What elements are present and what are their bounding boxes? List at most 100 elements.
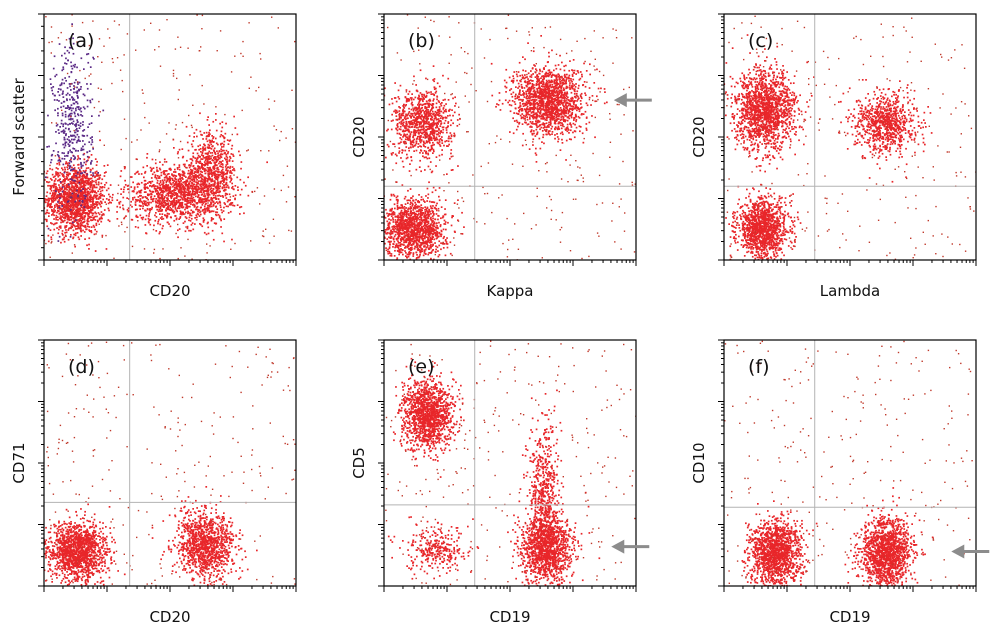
event-dot: [62, 197, 65, 200]
event-dot: [413, 119, 416, 122]
event-dot: [71, 177, 73, 179]
event-dot: [405, 100, 408, 103]
event-dot: [191, 145, 194, 148]
event-dot: [192, 196, 195, 199]
event-dot: [52, 213, 54, 215]
event-dot: [66, 184, 68, 186]
event-dot: [57, 112, 59, 114]
event-dot: [102, 109, 105, 112]
event-dot: [170, 196, 173, 198]
event-dot: [72, 180, 75, 183]
event-dot: [424, 136, 427, 139]
event-dot: [165, 189, 167, 191]
event-dot: [426, 122, 429, 125]
event-dot: [58, 186, 61, 188]
event-dot: [76, 158, 79, 161]
event-dot: [177, 157, 180, 159]
event-dot: [78, 220, 80, 223]
event-dot: [178, 168, 181, 171]
event-dot: [68, 193, 71, 195]
event-dot: [183, 188, 186, 191]
event-dot: [177, 185, 180, 188]
event-dot: [158, 218, 160, 221]
event-dot: [84, 212, 87, 214]
event-dot: [72, 221, 74, 224]
event-dot: [148, 122, 150, 124]
event-dot: [78, 180, 80, 183]
event-dot: [60, 106, 62, 109]
event-dot: [53, 223, 55, 226]
event-dot: [168, 186, 171, 189]
event-dot: [83, 212, 86, 214]
event-dot: [55, 172, 57, 175]
event-dot: [76, 94, 79, 97]
event-dot: [212, 136, 215, 138]
event-dot: [153, 224, 155, 227]
event-dot: [78, 201, 81, 203]
event-dot: [56, 188, 58, 191]
event-dot: [86, 207, 89, 210]
event-dot: [148, 215, 150, 217]
event-dot: [132, 198, 134, 201]
event-dot: [63, 176, 65, 178]
event-dot: [196, 158, 198, 161]
event-dot: [437, 133, 439, 136]
event-dot: [173, 180, 176, 182]
event-dot: [49, 167, 51, 170]
event-dot: [80, 224, 83, 227]
event-dot: [74, 169, 76, 171]
event-dot: [169, 179, 172, 182]
event-dot: [52, 150, 55, 152]
event-dot: [449, 108, 451, 111]
event-dot: [83, 171, 86, 174]
event-dot: [99, 186, 102, 188]
event-dot: [199, 170, 202, 173]
event-dot: [74, 192, 77, 195]
event-dot: [81, 201, 84, 203]
event-dot: [225, 175, 228, 178]
event-dot: [168, 213, 170, 215]
event-dot: [199, 211, 201, 214]
event-dot: [82, 229, 84, 232]
event-dot: [95, 183, 98, 186]
event-dot: [67, 179, 70, 181]
event-dot: [80, 165, 83, 167]
event-dot: [177, 236, 179, 239]
event-dot: [240, 206, 243, 208]
event-dot: [214, 172, 216, 175]
event-dot: [86, 197, 89, 199]
event-dot: [195, 162, 198, 164]
event-dot: [144, 116, 146, 119]
event-dot: [69, 205, 71, 208]
event-dot: [51, 41, 53, 43]
event-dot: [63, 193, 66, 196]
event-dot: [161, 183, 164, 186]
event-dot: [409, 140, 412, 142]
event-dot: [212, 137, 214, 140]
event-dot: [64, 187, 66, 189]
event-dot: [154, 189, 157, 192]
event-dot: [196, 160, 199, 163]
event-dot: [188, 216, 191, 219]
event-dot: [42, 193, 44, 195]
event-dot: [175, 218, 178, 221]
event-dot: [422, 98, 424, 100]
event-dot: [51, 201, 53, 203]
event-dot: [196, 135, 198, 138]
event-dot: [207, 204, 209, 207]
event-dot: [419, 92, 422, 94]
event-dot: [66, 185, 69, 187]
event-dot: [183, 172, 186, 175]
event-dot: [135, 192, 138, 195]
event-dot: [75, 196, 78, 198]
event-dot: [229, 203, 231, 205]
event-dot: [215, 119, 217, 121]
event-dot: [163, 205, 165, 208]
event-dot: [49, 184, 51, 187]
event-dot: [57, 159, 60, 162]
event-dot: [189, 165, 192, 167]
event-dot: [68, 185, 71, 188]
event-dot: [403, 117, 406, 120]
event-dot: [176, 168, 179, 170]
event-dot: [435, 90, 438, 93]
